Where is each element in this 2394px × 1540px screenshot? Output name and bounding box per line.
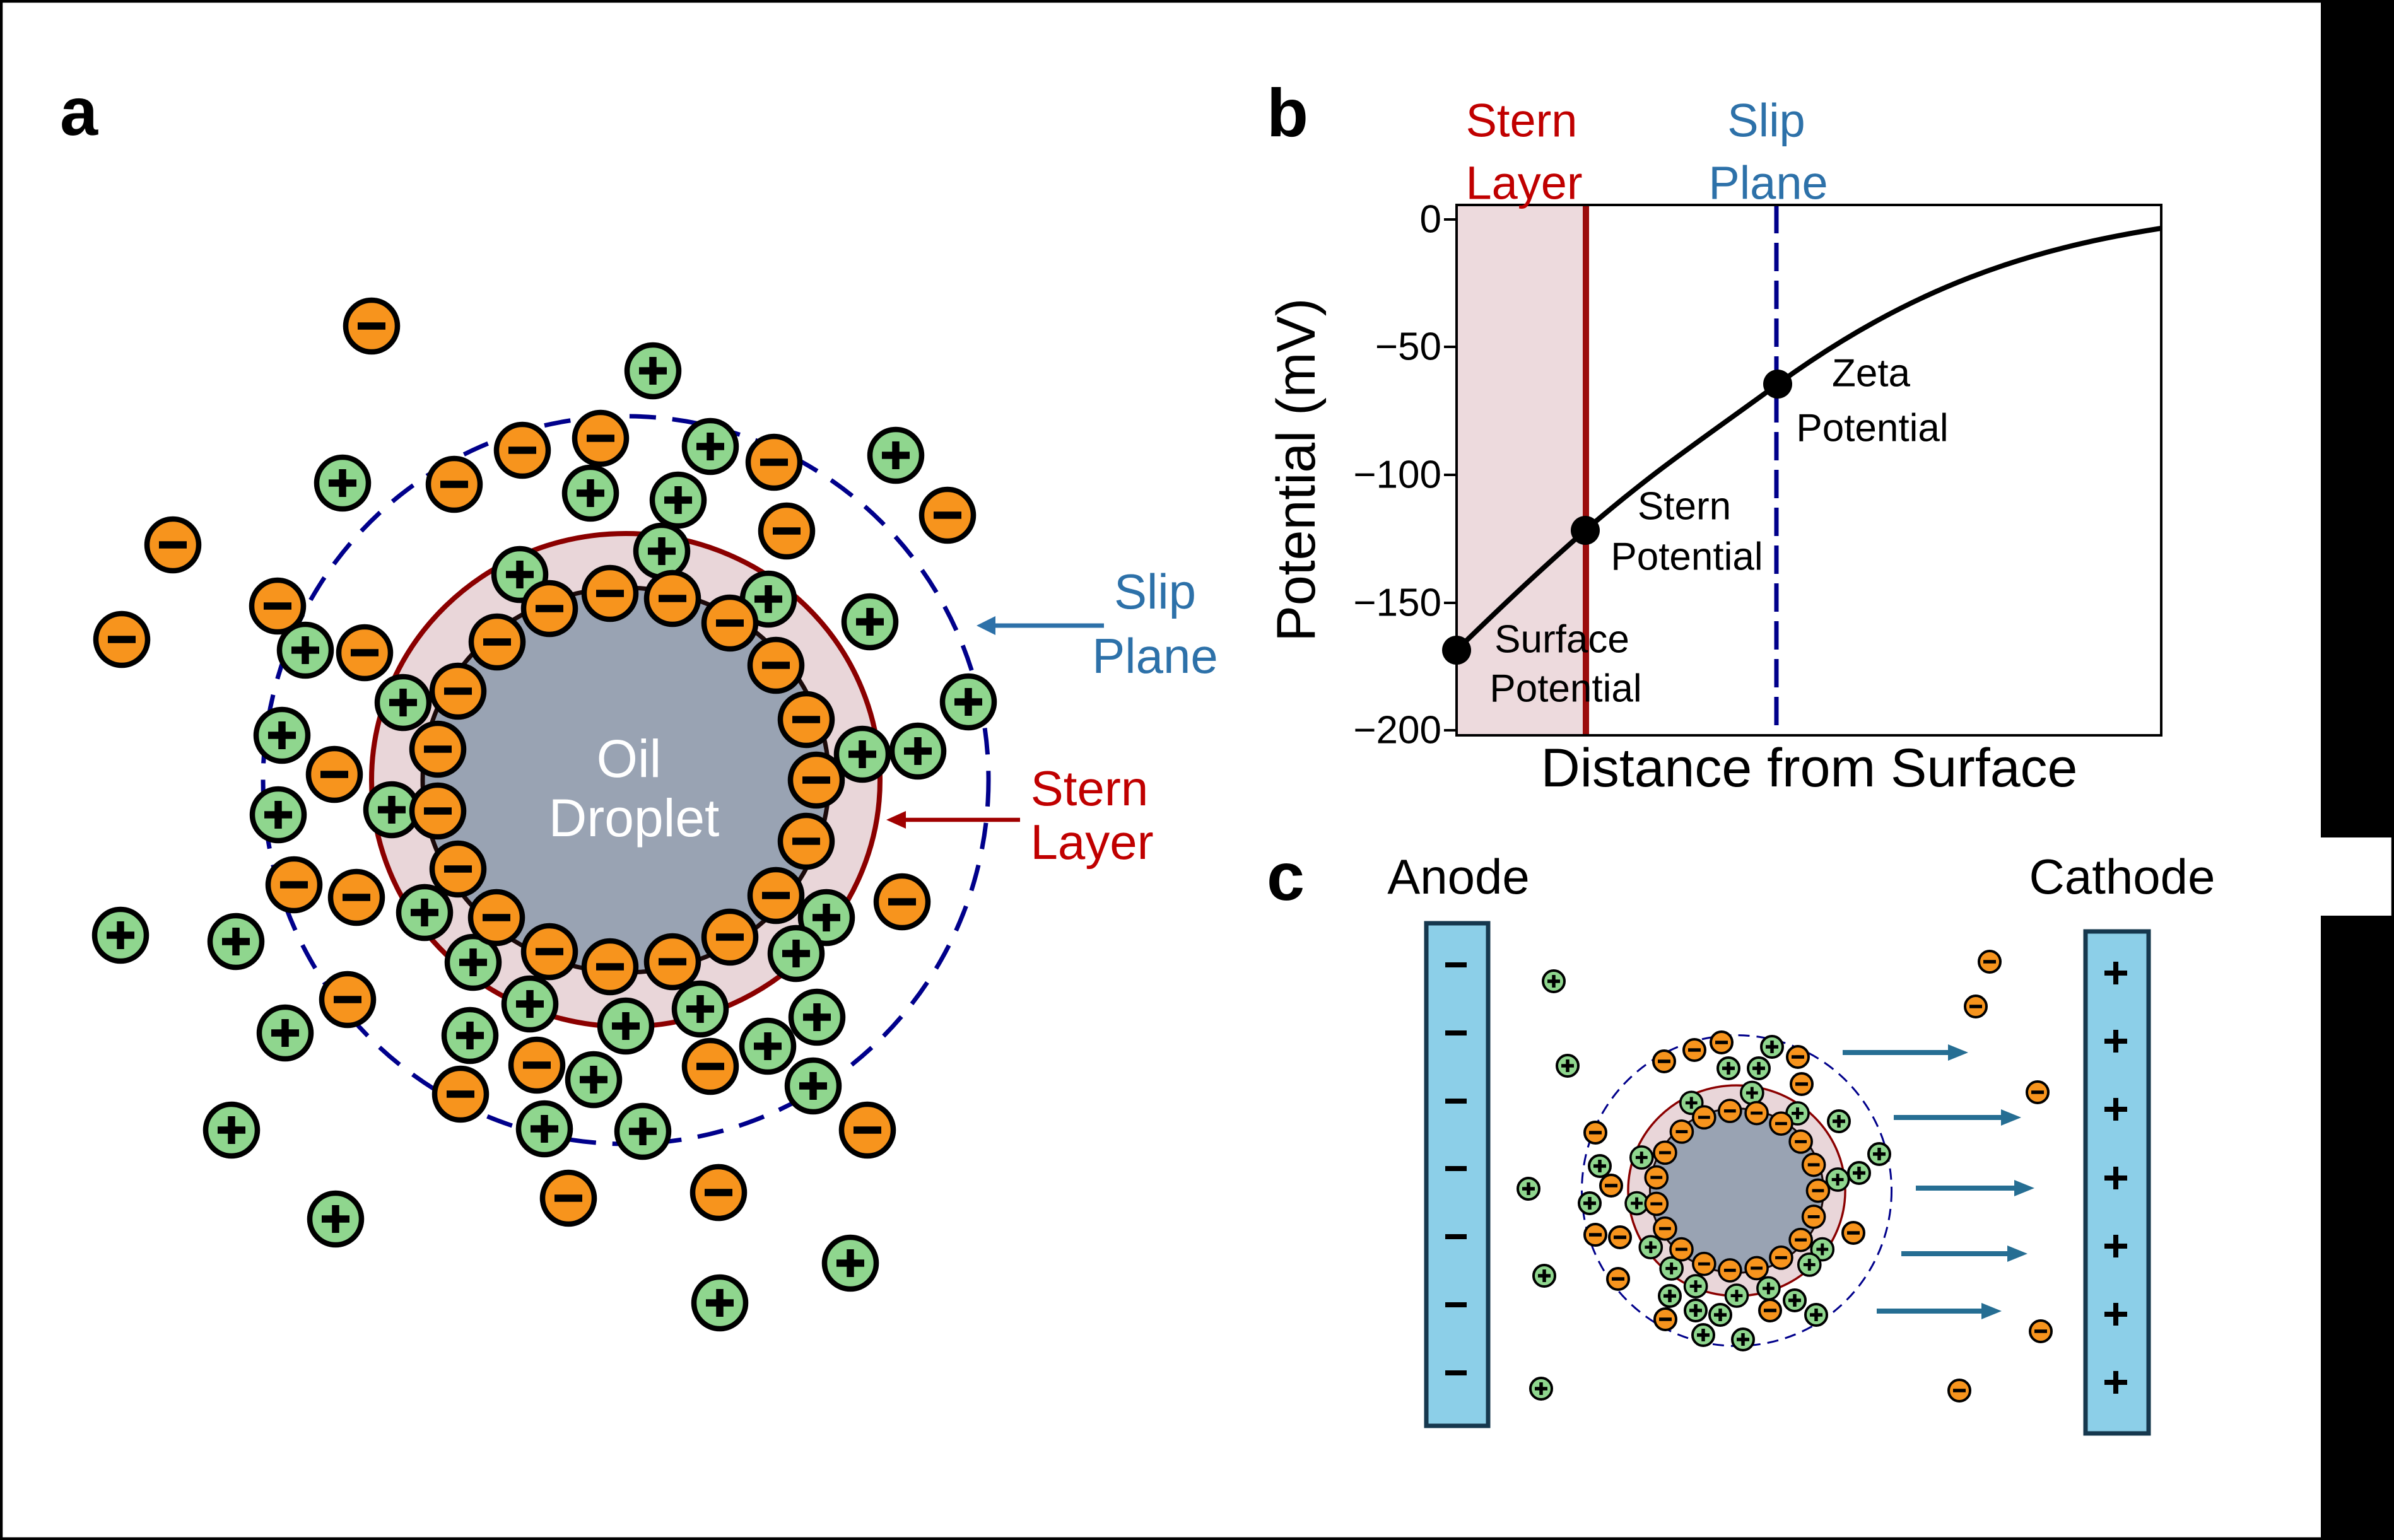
svg-text:Layer: Layer xyxy=(1465,157,1582,209)
svg-text:b: b xyxy=(1267,74,1308,151)
svg-text:Potential: Potential xyxy=(1796,407,1948,450)
svg-text:Stern: Stern xyxy=(1466,95,1578,147)
svg-text:Potential: Potential xyxy=(1611,535,1763,579)
svg-text:Potential (mV): Potential (mV) xyxy=(1266,298,1327,642)
svg-text:a: a xyxy=(60,73,98,149)
svg-text:Potential: Potential xyxy=(1489,667,1641,711)
svg-text:Layer: Layer xyxy=(1030,814,1153,870)
svg-text:Zeta: Zeta xyxy=(1832,352,1911,395)
svg-text:c: c xyxy=(1267,838,1305,914)
svg-text:0: 0 xyxy=(1420,198,1441,242)
svg-text:−150: −150 xyxy=(1353,581,1441,625)
svg-text:Droplet: Droplet xyxy=(549,788,720,848)
svg-text:Stern: Stern xyxy=(1031,761,1148,816)
svg-text:−100: −100 xyxy=(1353,453,1441,497)
svg-text:Oil: Oil xyxy=(597,729,662,788)
svg-text:Distance from Surface: Distance from Surface xyxy=(1541,738,2078,798)
svg-text:−50: −50 xyxy=(1375,325,1441,369)
svg-text:−200: −200 xyxy=(1353,709,1441,752)
svg-text:Slip: Slip xyxy=(1727,95,1805,147)
svg-text:Surface: Surface xyxy=(1494,618,1629,662)
svg-text:Cathode: Cathode xyxy=(2029,849,2215,904)
svg-text:Plane: Plane xyxy=(1708,157,1828,209)
svg-text:Stern: Stern xyxy=(1638,485,1731,528)
svg-text:Anode: Anode xyxy=(1387,849,1530,904)
svg-text:Slip: Slip xyxy=(1114,564,1196,619)
svg-text:Plane: Plane xyxy=(1092,628,1218,684)
